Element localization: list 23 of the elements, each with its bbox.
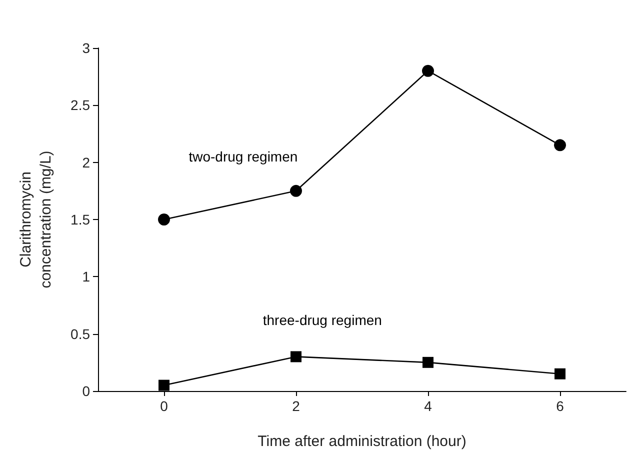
point (422, 356, 434, 368)
point (290, 351, 302, 362)
y-tick-label: 1 (82, 268, 90, 285)
point (158, 214, 170, 226)
x-tick-label: 6 (556, 398, 564, 414)
point (554, 368, 566, 380)
y-axis-title: Clarithromycin concentration (mg/L) (18, 150, 54, 288)
y-tick-label: 0 (82, 383, 90, 399)
y-tick-label: 0.5 (70, 326, 90, 342)
point (290, 184, 302, 197)
point (158, 380, 170, 391)
y-tick-label: 2 (82, 154, 90, 170)
y-tick-label: 2.5 (70, 97, 90, 114)
y-tick-label: 3 (82, 40, 90, 56)
text: three-drug regimen (262, 312, 382, 328)
x-tick-label: 4 (424, 398, 432, 414)
point (422, 64, 434, 77)
series-label: two-drug regimen (188, 148, 298, 165)
point (554, 139, 566, 152)
x-axis-title: Time after administration (hour) (258, 433, 466, 450)
x-tick-label: 0 (160, 398, 168, 414)
y-tick-label: 1.5 (70, 212, 90, 228)
x-tick-label: 2 (292, 398, 300, 414)
